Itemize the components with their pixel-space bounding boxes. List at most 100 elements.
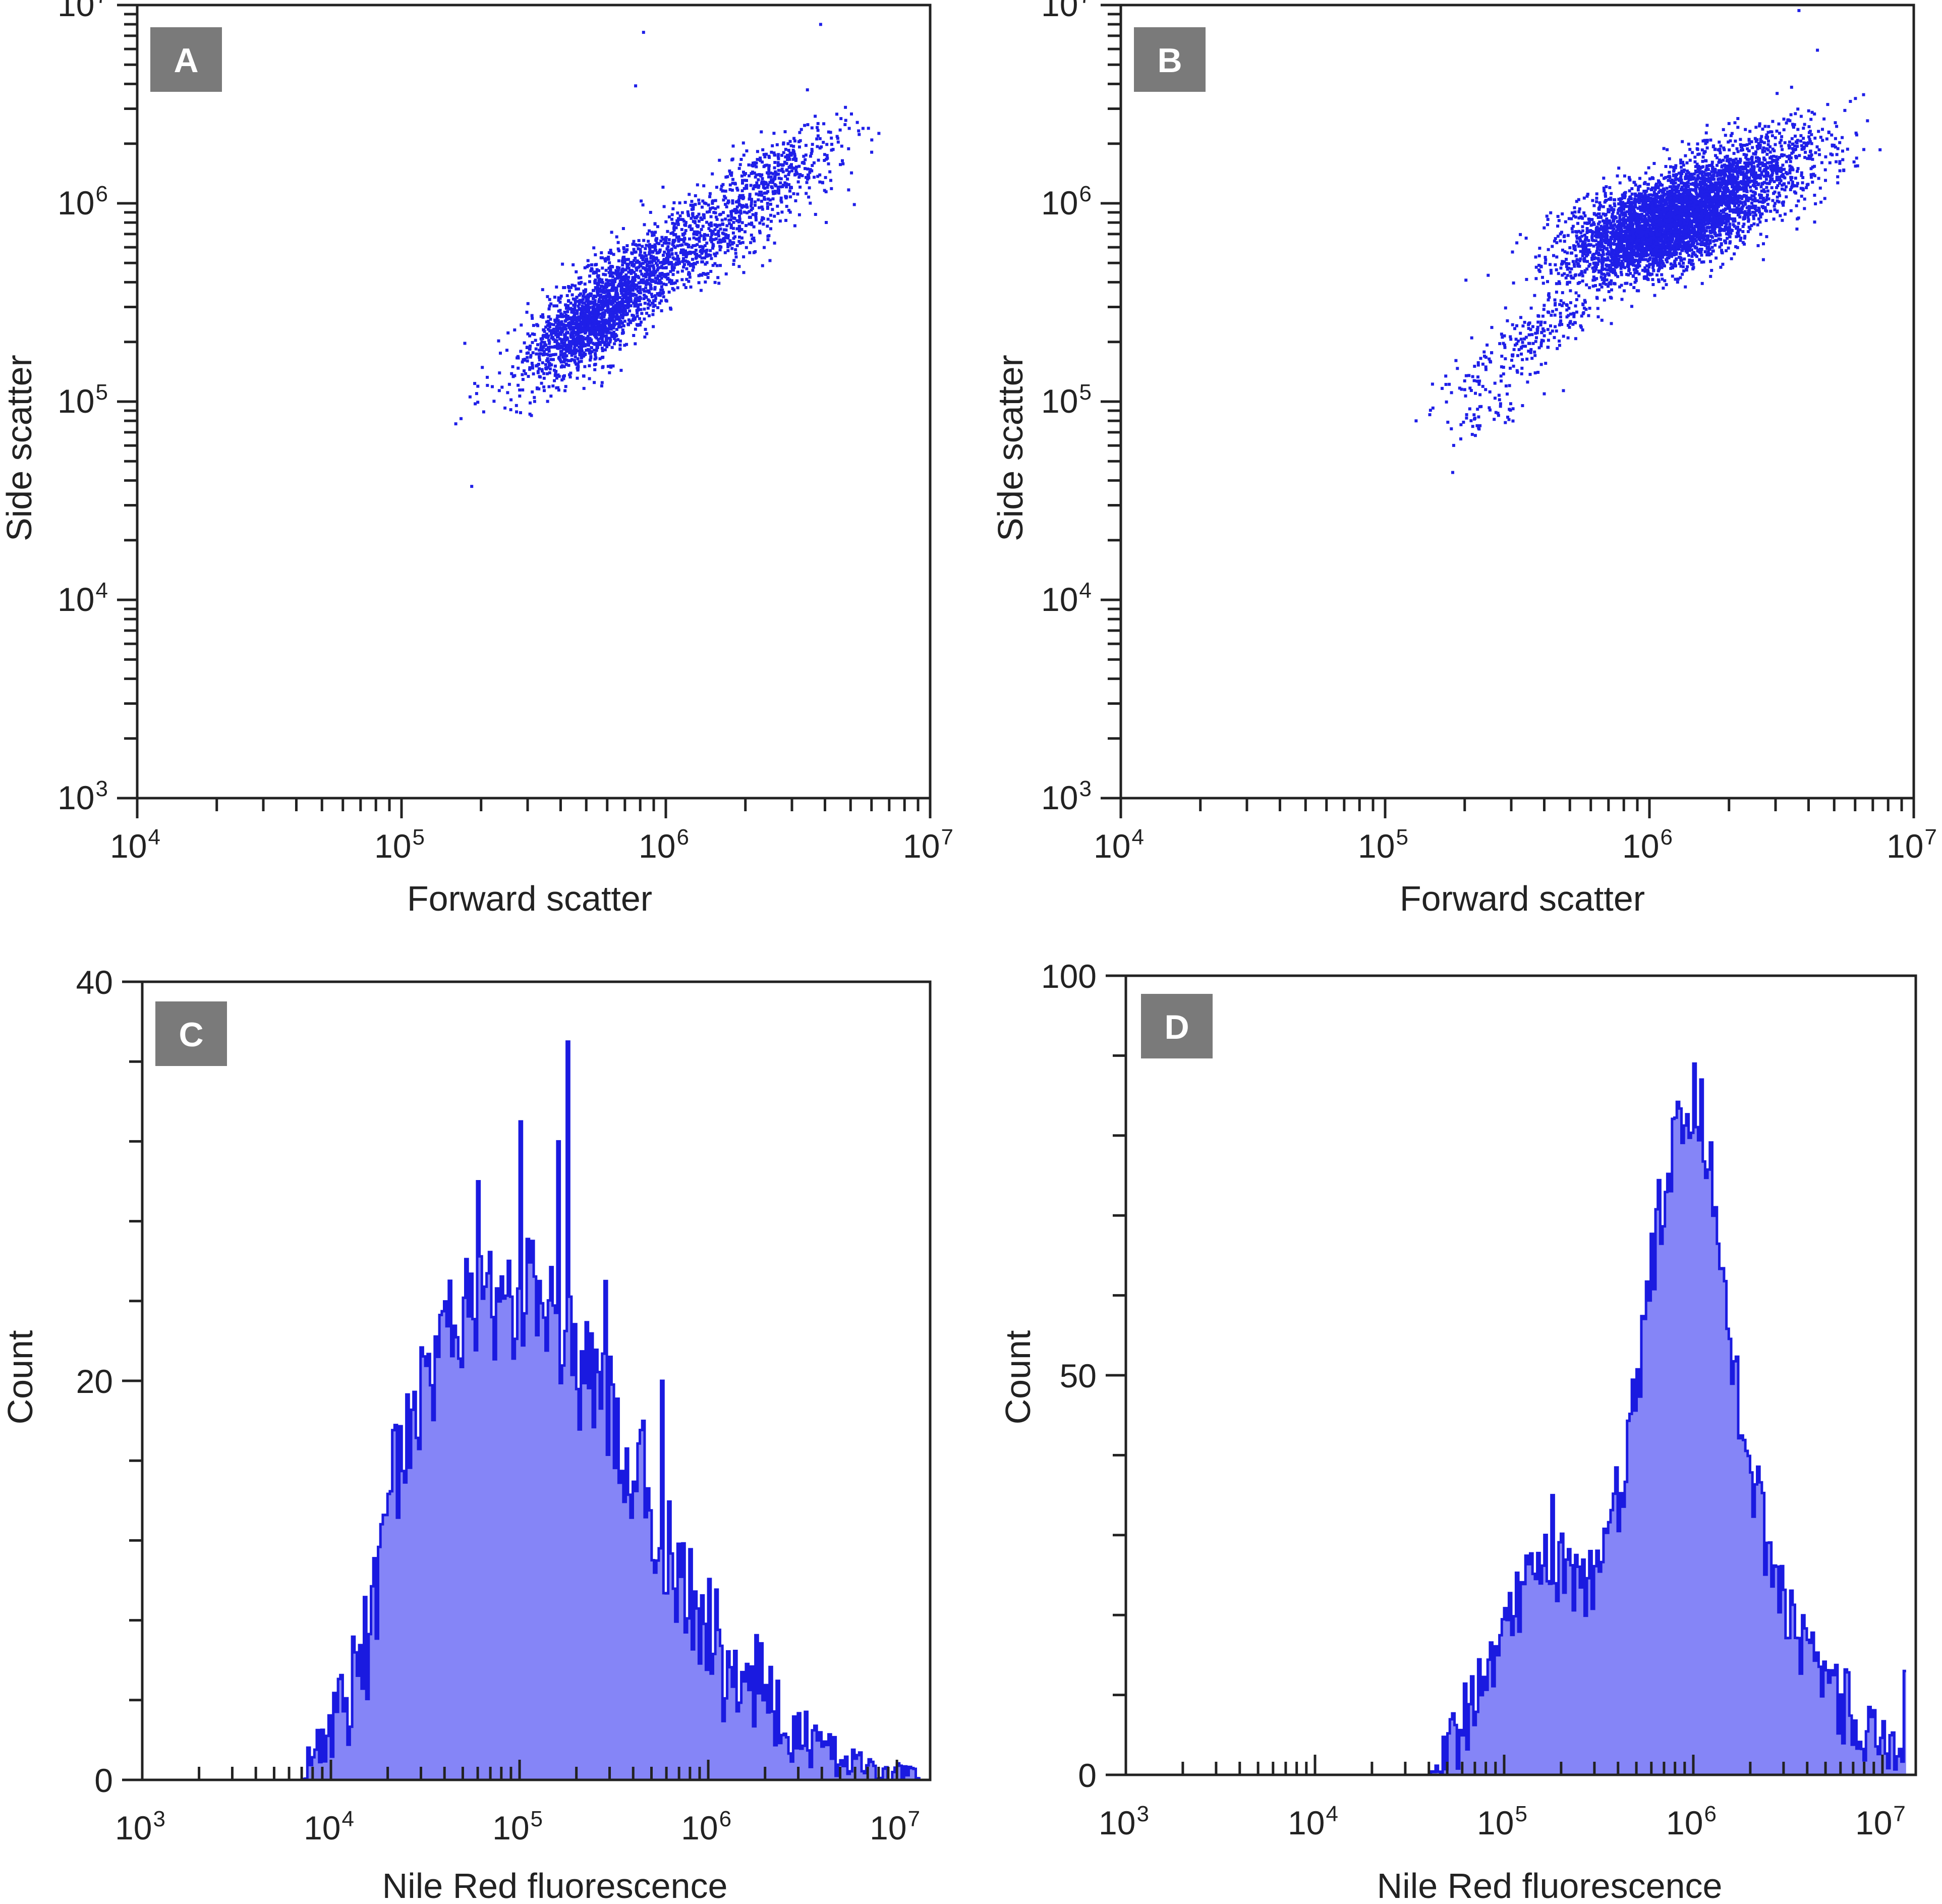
panel-a-point (603, 348, 607, 352)
panel-a-point (567, 286, 570, 289)
panel-b-point (1537, 254, 1541, 258)
panel-a-point (734, 208, 738, 212)
panel-a-point (541, 288, 544, 292)
panel-a-point (692, 265, 695, 269)
panel-a-x-tick-label-1e6: 106 (639, 825, 689, 865)
panel-a-point (545, 359, 548, 362)
panel-a-point (643, 223, 646, 227)
panel-b-point (1718, 245, 1722, 249)
panel-a-point (703, 256, 706, 260)
panel-b-point (1751, 198, 1754, 201)
panel-a-point (740, 206, 744, 209)
panel-a-point (541, 313, 544, 316)
panel-b-point (1700, 218, 1704, 221)
panel-a-point (777, 177, 781, 180)
panel-a-point (676, 244, 679, 248)
panel-a-point (597, 303, 600, 307)
panel-a-point (776, 204, 779, 208)
panel-a-point (624, 268, 627, 271)
panel-b-point (1741, 230, 1745, 233)
panel-b-point (1745, 198, 1748, 201)
panel-b-point (1780, 170, 1783, 173)
panel-b-point (1783, 188, 1787, 192)
panel-a-point (567, 323, 570, 327)
panel-b-point (1649, 206, 1652, 210)
panel-b-point (1550, 271, 1553, 275)
panel-a-point (541, 361, 544, 365)
panel-a-point (640, 199, 643, 203)
panel-b-point (1597, 229, 1601, 233)
panel-a-point (687, 244, 691, 247)
panel-a-point (571, 334, 575, 338)
panel-a-point (614, 332, 617, 336)
panel-a-point (585, 314, 589, 317)
panel-a-point (635, 283, 638, 287)
panel-b-point (1558, 282, 1561, 285)
panel-a-point (599, 316, 603, 319)
panel-b-point (1592, 253, 1595, 256)
panel-b-point (1582, 259, 1586, 262)
panel-a-point (766, 235, 770, 238)
panel-a-point (542, 350, 546, 353)
panel-a-point (559, 312, 563, 315)
panel-b-point (1559, 232, 1562, 236)
panel-a-point (617, 266, 621, 270)
panel-a-point (770, 179, 773, 182)
panel-a-point (750, 163, 754, 167)
panel-a-point (705, 261, 709, 264)
panel-a-point (529, 344, 532, 348)
panel-a-point (547, 315, 550, 319)
panel-a-point (731, 231, 735, 235)
panel-a-point (621, 328, 624, 332)
panel-a-point (615, 327, 618, 331)
panel-a-point (575, 270, 578, 273)
panel-a-point (627, 296, 631, 299)
panel-a-point (531, 351, 535, 355)
panel-b-point (1603, 298, 1606, 302)
panel-a-point (690, 200, 694, 203)
panel-a-point (790, 166, 793, 170)
panel-b-point (1710, 222, 1713, 226)
panel-b-point (1705, 241, 1708, 245)
panel-a-point (570, 340, 574, 344)
panel-a-point (596, 275, 600, 279)
panel-a-point (621, 277, 625, 281)
panel-a-point (684, 223, 688, 227)
panel-a-point (734, 252, 737, 255)
panel-b-point (1726, 187, 1729, 190)
panel-a-point (652, 233, 656, 237)
panel-a-point (649, 270, 652, 274)
panel-a-point (601, 334, 605, 337)
panel-a-point (580, 329, 584, 332)
panel-a-point (608, 268, 612, 271)
panel-a-point (709, 236, 713, 239)
panel-a-point (642, 239, 646, 242)
panel-a-point (603, 295, 606, 299)
panel-b-point (1695, 239, 1698, 243)
panel-a-point (713, 252, 716, 256)
panel-b-point (1594, 213, 1598, 217)
panel-a-point (521, 378, 525, 381)
panel-a-point (525, 352, 529, 355)
panel-a-point (743, 205, 747, 208)
panel-a-point (631, 292, 635, 296)
panel-a-point (610, 346, 614, 349)
panel-a-point (566, 307, 570, 310)
panel-b-point (1673, 227, 1677, 231)
panel-b-point (1572, 214, 1575, 218)
panel-a-point (629, 298, 633, 301)
panel-a-point (680, 238, 683, 241)
panel-b-point (1630, 246, 1634, 249)
panel-a-point (638, 260, 641, 264)
panel-a-point (593, 299, 597, 302)
panel-a-point (688, 250, 692, 254)
panel-a-point (691, 268, 695, 272)
panel-a-point (658, 272, 662, 275)
panel-a-point (676, 254, 679, 258)
panel-a-point (639, 250, 642, 254)
panel-a-point (537, 387, 541, 390)
panel-a-point (567, 359, 570, 362)
panel-a-point (811, 143, 814, 146)
panel-a-point (724, 196, 727, 200)
panel-a-point (727, 243, 731, 246)
